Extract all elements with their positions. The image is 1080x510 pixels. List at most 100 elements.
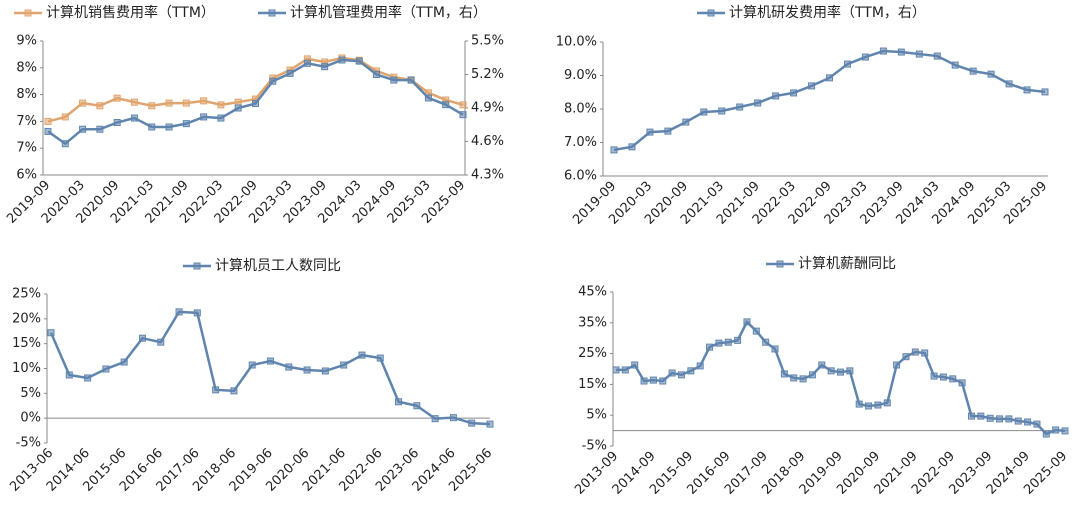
- data-point: [338, 56, 346, 64]
- y-tick-label: 7%: [16, 114, 37, 129]
- data-point: [193, 309, 201, 317]
- data-point: [736, 103, 744, 111]
- data-point: [668, 369, 676, 377]
- data-point: [799, 375, 807, 383]
- data-point: [752, 327, 760, 335]
- data-point: [861, 53, 869, 61]
- data-point: [780, 370, 788, 378]
- y-tick-label: 5%: [20, 386, 41, 401]
- data-point: [96, 125, 104, 133]
- data-point: [407, 76, 415, 84]
- data-point: [724, 338, 732, 346]
- data-point: [459, 111, 467, 119]
- series-line: [47, 56, 464, 123]
- series-line: [49, 310, 491, 426]
- data-point: [818, 361, 826, 369]
- data-point: [969, 67, 977, 75]
- data-point: [986, 414, 994, 422]
- legend-marker: [193, 262, 201, 270]
- data-point: [431, 415, 439, 423]
- data-point: [911, 348, 919, 356]
- data-point: [921, 349, 929, 357]
- data-point: [659, 377, 667, 385]
- data-point: [996, 415, 1004, 423]
- data-point: [113, 94, 121, 102]
- data-point: [837, 368, 844, 376]
- data-point: [826, 74, 833, 82]
- y2-tick-label: 4.9%: [471, 101, 504, 116]
- y2-tick-label: 5.5%: [471, 34, 504, 49]
- data-point: [234, 98, 242, 106]
- data-point: [696, 362, 704, 370]
- data-point: [843, 60, 851, 68]
- data-point: [390, 76, 398, 84]
- data-point: [771, 345, 779, 353]
- data-point: [61, 140, 69, 148]
- legend-marker: [24, 9, 32, 17]
- data-point: [855, 400, 863, 408]
- data-point: [321, 367, 329, 375]
- legend-label: 计算机销售费用率（TTM）: [46, 4, 215, 21]
- data-point: [1052, 426, 1060, 434]
- data-point: [612, 366, 620, 374]
- data-point: [883, 399, 891, 407]
- legend-label: 计算机管理费用率（TTM，右）: [290, 4, 487, 21]
- y-tick-label: 7.0%: [564, 135, 597, 150]
- data-point: [939, 373, 947, 381]
- data-point: [879, 47, 887, 55]
- data-point: [874, 401, 882, 409]
- data-point: [649, 376, 657, 384]
- data-point: [165, 99, 173, 107]
- y-tick-label: 35%: [578, 315, 607, 330]
- data-point: [893, 361, 901, 369]
- data-point: [790, 374, 798, 382]
- y-tick-label: 9%: [16, 34, 37, 49]
- data-point: [303, 366, 311, 374]
- data-point: [631, 361, 639, 369]
- y-tick-label: 9.0%: [564, 68, 597, 83]
- data-point: [734, 336, 742, 344]
- data-point: [44, 117, 52, 125]
- y2-tick-label: 4.3%: [471, 168, 504, 183]
- data-point: [762, 338, 770, 346]
- data-point: [303, 59, 311, 67]
- data-point: [102, 365, 110, 373]
- data-point: [61, 113, 69, 121]
- data-point: [340, 361, 348, 369]
- data-point: [148, 123, 156, 131]
- data-point: [808, 371, 816, 379]
- data-point: [200, 113, 208, 121]
- y-tick-label: 6.0%: [564, 169, 597, 184]
- y-tick-label: 45%: [578, 285, 607, 300]
- data-point: [743, 318, 751, 326]
- data-point: [977, 412, 985, 420]
- data-point: [846, 367, 854, 375]
- data-point: [865, 402, 873, 410]
- data-point: [79, 125, 87, 133]
- y-tick-label: -5%: [582, 439, 607, 454]
- data-point: [79, 99, 87, 107]
- data-point: [1014, 417, 1022, 425]
- data-point: [1061, 427, 1069, 435]
- data-point: [468, 419, 476, 427]
- data-point: [217, 101, 225, 109]
- data-point: [373, 71, 381, 78]
- data-point: [138, 334, 146, 342]
- data-point: [1042, 430, 1050, 438]
- data-point: [715, 339, 723, 347]
- data-point: [175, 308, 183, 316]
- data-point: [628, 143, 636, 151]
- legend-marker: [776, 260, 784, 268]
- data-point: [790, 89, 798, 97]
- y-tick-label: 10%: [12, 361, 41, 376]
- data-point: [212, 386, 220, 394]
- y-tick-label: 8.0%: [564, 102, 597, 117]
- data-point: [486, 420, 494, 428]
- data-point: [267, 357, 274, 365]
- y2-tick-label: 4.6%: [471, 134, 504, 149]
- y-tick-label: 15%: [578, 377, 607, 392]
- data-point: [230, 387, 238, 395]
- data-point: [827, 367, 835, 375]
- y-tick-label: 6%: [16, 168, 37, 183]
